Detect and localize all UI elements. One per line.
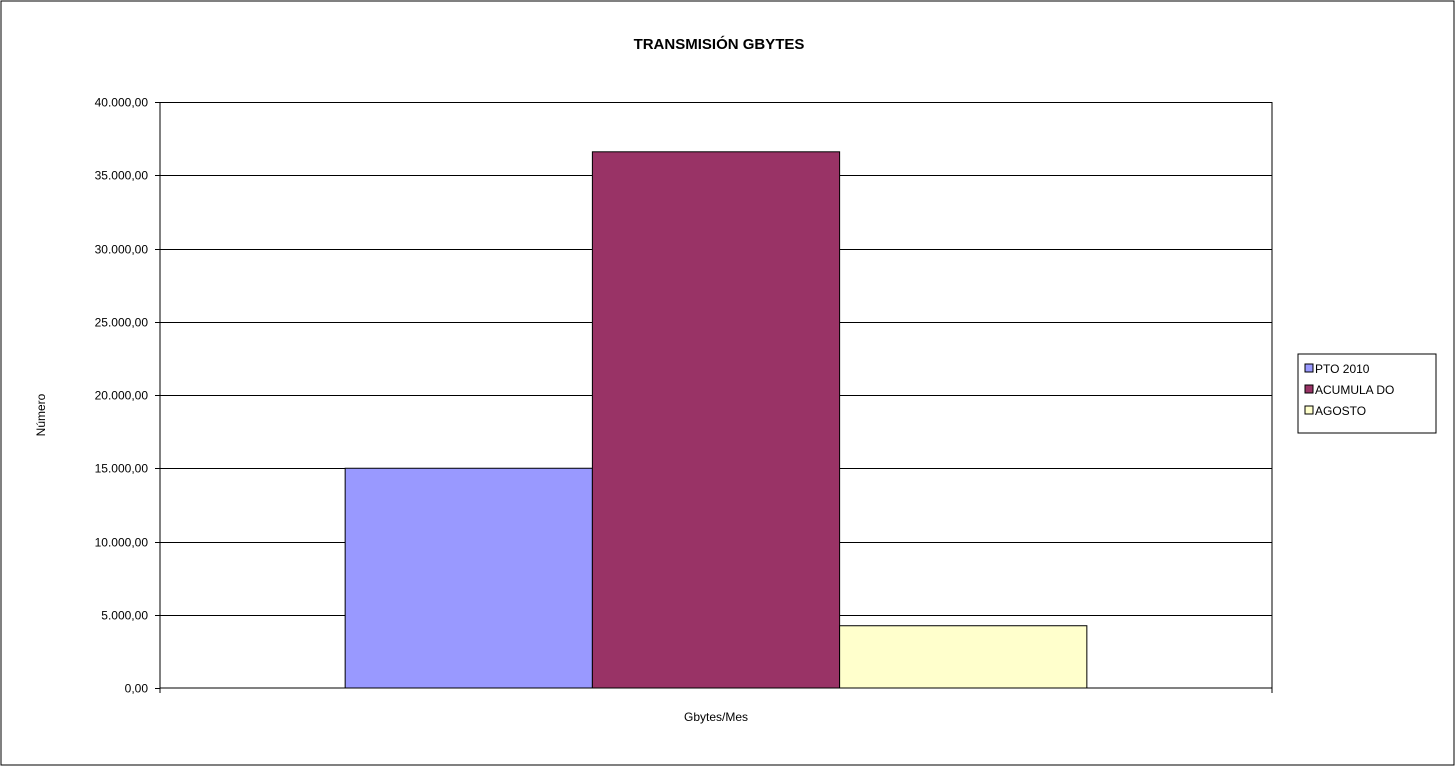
y-tick-label: 20.000,00 <box>95 389 149 403</box>
y-tick-label: 5.000,00 <box>101 609 148 623</box>
bars <box>344 151 1088 689</box>
legend-label: ACUMULA DO <box>1315 383 1394 397</box>
legend-label: AGOSTO <box>1315 404 1366 418</box>
y-tick-label: 0,00 <box>125 682 149 696</box>
legend-box <box>1297 353 1437 434</box>
y-tick-label: 25.000,00 <box>95 316 149 330</box>
bar-acumula-do <box>591 151 841 689</box>
legend-swatch <box>1304 405 1314 415</box>
legend-label: PTO 2010 <box>1315 362 1370 376</box>
y-tick-label: 30.000,00 <box>95 243 149 257</box>
legend-items: PTO 2010 ACUMULA DO AGOSTO <box>1304 362 1394 418</box>
chart-title: TRANSMISIÓN GBYTES <box>634 35 805 53</box>
legend-swatch <box>1304 384 1314 394</box>
y-tick-label: 15.000,00 <box>95 462 149 476</box>
bar-pto-2010 <box>344 467 593 689</box>
y-axis-label: Número <box>34 393 48 436</box>
y-tick-label: 35.000,00 <box>95 169 149 183</box>
x-axis-label: Gbytes/Mes <box>684 710 748 724</box>
bar-agosto <box>839 625 1088 689</box>
legend-swatch <box>1304 363 1314 373</box>
y-tick-label: 10.000,00 <box>95 536 149 550</box>
y-tick-label: 40.000,00 <box>95 96 149 110</box>
y-axis-ticks: 0,00 5.000,00 10.000,00 15.000,00 20.000,00 2… <box>95 96 160 696</box>
legend: PTO 2010 ACUMULA DO AGOSTO <box>1297 353 1437 434</box>
